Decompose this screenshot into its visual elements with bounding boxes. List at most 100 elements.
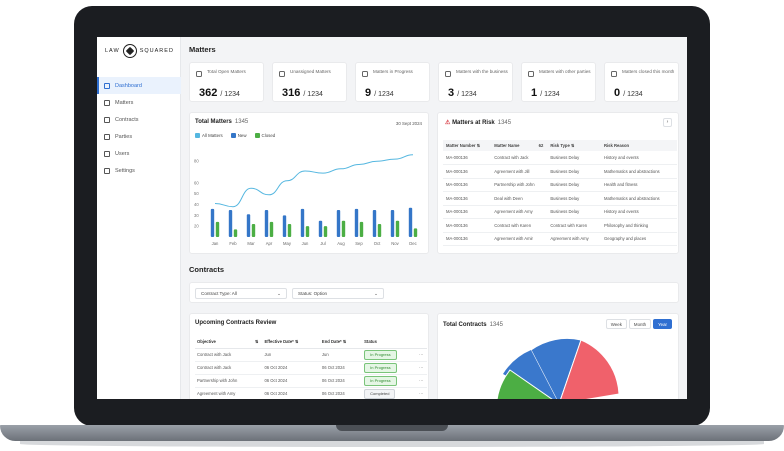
sidebar-item-parties[interactable]: Parties bbox=[97, 128, 181, 145]
status-select[interactable]: Status: Option ⌄ bbox=[292, 288, 384, 299]
sidebar-item-contracts[interactable]: Contracts bbox=[97, 111, 181, 128]
pie-slice-blue[interactable] bbox=[530, 337, 582, 399]
stat-card-with-business[interactable]: Matters with the business 3 / 1234 bbox=[438, 62, 513, 102]
bar-closed[interactable] bbox=[395, 220, 400, 237]
table-row[interactable]: MA-000136 Agreement with Jill Business Del… bbox=[443, 164, 677, 179]
bar-new[interactable] bbox=[390, 209, 395, 237]
period-week-button[interactable]: Week bbox=[605, 319, 627, 329]
bar-closed[interactable] bbox=[251, 224, 256, 237]
more-options-icon[interactable]: ··· bbox=[417, 374, 427, 388]
more-options-icon[interactable]: ··· bbox=[417, 387, 427, 399]
pie-slice-green[interactable] bbox=[496, 369, 559, 399]
table-row[interactable]: Contract with Jack Jun Jun In Progress ··· bbox=[195, 348, 427, 362]
table-row[interactable]: MA-000136 Deal with Deen Business Delay Mat… bbox=[443, 191, 677, 206]
bar-closed[interactable] bbox=[341, 220, 346, 237]
bar-new[interactable] bbox=[264, 209, 269, 237]
table-cell: Contract with Jack bbox=[491, 151, 548, 165]
stat-card-in-progress[interactable]: Matters in Progress 9 / 1234 bbox=[355, 62, 430, 102]
stat-card-unassigned[interactable]: Unassigned Matters 316 / 1234 bbox=[272, 62, 347, 102]
more-options-icon[interactable]: ··· bbox=[417, 348, 427, 362]
table-cell: Agreement with Amir bbox=[491, 232, 548, 246]
column-header[interactable]: Objective ⇅ bbox=[195, 336, 263, 349]
y-tick-label: 80 bbox=[194, 159, 199, 164]
bar-new[interactable] bbox=[408, 207, 413, 237]
table-row[interactable]: MA-000136 Contract with Jack Business Dela… bbox=[443, 151, 677, 165]
bar-new[interactable] bbox=[336, 209, 341, 237]
column-header[interactable]: Effective Date* ⇅ bbox=[262, 336, 320, 349]
column-header[interactable]: Matter Name 62 bbox=[491, 140, 548, 151]
bar-new[interactable] bbox=[318, 220, 323, 237]
bar-new[interactable] bbox=[210, 208, 215, 237]
table-cell: Business Delay bbox=[547, 164, 601, 179]
bar-new[interactable] bbox=[282, 215, 287, 237]
gear-icon bbox=[104, 167, 110, 174]
table-cell: 06 Oct 2024 bbox=[262, 374, 320, 388]
logo-icon bbox=[122, 44, 137, 58]
bar-closed[interactable] bbox=[305, 226, 310, 237]
bar-closed[interactable] bbox=[323, 226, 328, 237]
chevron-right-icon[interactable]: › bbox=[663, 118, 672, 127]
table-cell: Contract with Jack bbox=[195, 348, 263, 362]
stat-card-total-open[interactable]: Total Open Matters 362 / 1234 bbox=[189, 62, 264, 102]
table-cell: Agreement with Jill bbox=[491, 164, 548, 179]
table-row[interactable]: Partnership with John 06 Oct 2024 06 Oct 2… bbox=[195, 374, 427, 388]
table-row[interactable]: Agreement with Amy 06 Oct 2024 06 Oct 2024… bbox=[195, 387, 427, 399]
bar-closed[interactable] bbox=[269, 221, 274, 237]
legend-new[interactable]: New bbox=[230, 133, 247, 138]
stat-label: Matters with the business bbox=[456, 69, 508, 74]
sidebar-item-matters[interactable]: Matters bbox=[97, 94, 181, 111]
period-month-button[interactable]: Month bbox=[628, 319, 652, 329]
table-cell: Mathematics and abstractions bbox=[600, 191, 677, 206]
column-header[interactable]: Risk Type ⇅ bbox=[547, 140, 601, 151]
period-year-button[interactable]: Year bbox=[653, 319, 672, 329]
table-cell: Mathematics and abstractions bbox=[600, 164, 677, 179]
stat-value: 316 / 1234 bbox=[282, 87, 323, 99]
more-options-icon[interactable]: ··· bbox=[417, 361, 427, 375]
bar-closed[interactable] bbox=[215, 221, 220, 237]
bar-new[interactable] bbox=[372, 209, 377, 237]
table-row[interactable]: MA-000136 Contract with Karen Contract wit… bbox=[443, 218, 677, 233]
stat-card-other-parties[interactable]: Matters with other parties 1 / 1234 bbox=[521, 62, 596, 102]
x-tick-label: Jan bbox=[212, 241, 219, 246]
total-matters-card: Total Matters 1345 30 Sept 2024 All Matte… bbox=[189, 112, 429, 254]
laptop-shadow bbox=[20, 441, 764, 447]
column-header[interactable]: Risk Reason bbox=[600, 140, 677, 151]
bar-closed[interactable] bbox=[359, 221, 364, 237]
table-row[interactable]: MA-000136 Agreement with Amir Agreement wi… bbox=[443, 232, 677, 246]
bar-new[interactable] bbox=[228, 209, 233, 237]
table-cell: Agreement with Amy bbox=[195, 387, 263, 399]
status-badge: In Progress bbox=[364, 362, 397, 373]
bar-new[interactable] bbox=[246, 214, 251, 237]
line-all-matters[interactable] bbox=[214, 154, 414, 208]
pie-slice-blue-2[interactable] bbox=[503, 350, 559, 399]
stat-card-closed-month[interactable]: Matters closed this month 0 / 1234 bbox=[604, 62, 679, 102]
bar-closed[interactable] bbox=[413, 228, 418, 237]
column-header[interactable]: Matter Number ⇅ bbox=[443, 140, 492, 151]
sidebar-item-dashboard[interactable]: Dashboard bbox=[97, 77, 181, 94]
table-cell: 06 Oct 2024 bbox=[319, 361, 363, 375]
column-header[interactable]: Status bbox=[362, 336, 418, 349]
contract-type-select[interactable]: Contract Type: All ⌄ bbox=[195, 288, 287, 299]
bar-closed[interactable] bbox=[287, 224, 292, 237]
legend-all-matters[interactable]: All Matters bbox=[195, 133, 223, 138]
logo[interactable]: LAW SQUARED bbox=[105, 43, 175, 59]
sidebar-item-label: Dashboard bbox=[115, 82, 142, 89]
upcoming-contracts-card: Upcoming Contracts Review Objective ⇅ Ef… bbox=[189, 313, 429, 399]
total-matters-title: Total Matters 1345 bbox=[195, 119, 249, 125]
pie-slice-red[interactable] bbox=[559, 339, 620, 399]
sidebar-item-settings[interactable]: Settings bbox=[97, 162, 181, 179]
x-tick-label: Apr bbox=[266, 241, 273, 246]
legend-closed[interactable]: Closed bbox=[254, 133, 275, 138]
status-badge: Completed bbox=[364, 388, 396, 399]
y-tick-label: 50 bbox=[194, 191, 199, 196]
table-row[interactable]: Contract with Jack 06 Oct 2024 06 Oct 2024… bbox=[195, 361, 427, 375]
table-row[interactable]: MA-000136 Partnership with John Business D… bbox=[443, 178, 677, 192]
sidebar-item-users[interactable]: Users bbox=[97, 145, 181, 162]
bar-closed[interactable] bbox=[233, 229, 238, 237]
stat-value: 9 / 1234 bbox=[365, 87, 394, 99]
bar-new[interactable] bbox=[354, 208, 359, 237]
bar-closed[interactable] bbox=[377, 224, 382, 237]
table-row[interactable]: MA-000136 Agreement with Amy Business Dela… bbox=[443, 205, 677, 219]
column-header[interactable]: End Date* ⇅ bbox=[319, 336, 363, 349]
bar-new[interactable] bbox=[300, 208, 305, 237]
